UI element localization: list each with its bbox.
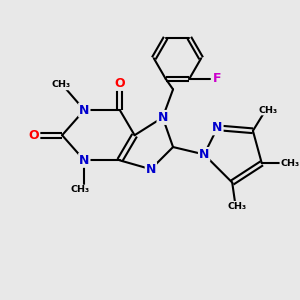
Text: CH₃: CH₃ xyxy=(70,185,89,194)
Text: N: N xyxy=(158,111,168,124)
Text: N: N xyxy=(212,121,223,134)
Text: CH₃: CH₃ xyxy=(51,80,70,89)
Text: O: O xyxy=(29,129,39,142)
Text: CH₃: CH₃ xyxy=(258,106,277,115)
Text: CH₃: CH₃ xyxy=(227,202,246,211)
Text: CH₃: CH₃ xyxy=(280,159,299,168)
Text: N: N xyxy=(199,148,209,161)
Text: F: F xyxy=(213,72,222,85)
Text: N: N xyxy=(146,163,156,176)
Text: N: N xyxy=(79,154,89,167)
Text: N: N xyxy=(79,103,89,117)
Text: O: O xyxy=(115,77,125,90)
